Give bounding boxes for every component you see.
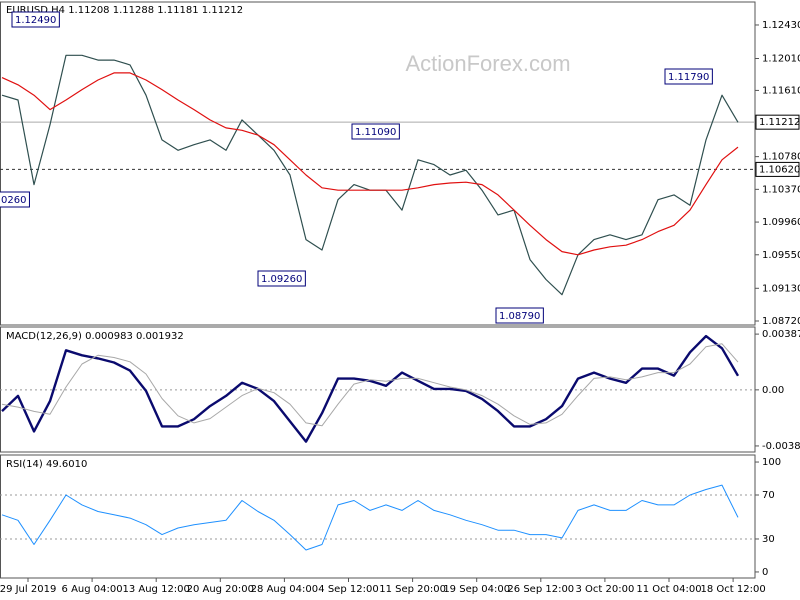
x-tick-label: 6 Aug 04:00 bbox=[62, 584, 123, 595]
price-box bbox=[755, 114, 800, 130]
series-line bbox=[1, 484, 739, 551]
symbol-header: EURUSD,H4 1.11208 1.11288 1.11181 1.1121… bbox=[6, 5, 243, 16]
y-tick-label: 1.10370 bbox=[762, 184, 800, 195]
y-tick-label: 70 bbox=[762, 490, 775, 501]
x-tick-label: 11 Sep 20:00 bbox=[379, 584, 446, 595]
x-tick-label: 13 Aug 12:00 bbox=[122, 584, 189, 595]
series-line bbox=[1, 343, 739, 427]
y-tick-label: 1.10780 bbox=[762, 152, 800, 163]
pane-frame bbox=[0, 454, 756, 579]
x-tick-label: 18 Oct 12:00 bbox=[700, 584, 765, 595]
x-tick-label: 11 Oct 04:00 bbox=[636, 584, 701, 595]
x-tick-label: 4 Sep 12:00 bbox=[318, 584, 378, 595]
x-tick-label: 3 Oct 20:00 bbox=[575, 584, 634, 595]
y-tick-label: 1.12430 bbox=[762, 20, 800, 31]
price-annotation: 1.09260 bbox=[261, 274, 302, 285]
series-line bbox=[1, 334, 740, 443]
watermark: ActionForex.com bbox=[405, 51, 570, 76]
x-tick-label: 20 Aug 20:00 bbox=[187, 584, 254, 595]
price-annotation: 0260 bbox=[1, 195, 26, 206]
series-line bbox=[1, 72, 739, 256]
y-tick-label: 1.08720 bbox=[762, 316, 800, 327]
annotation-box bbox=[11, 11, 60, 28]
x-tick-label: 29 Jul 2019 bbox=[0, 584, 56, 595]
y-tick-label: 1.09550 bbox=[762, 250, 800, 261]
y-tick-label: 1.09960 bbox=[762, 217, 800, 228]
indicator-label: MACD(12,26,9) 0.000983 0.001932 bbox=[6, 331, 184, 342]
y-tick-label: 0 bbox=[762, 567, 768, 578]
annotation-box bbox=[257, 270, 306, 287]
annotation-box bbox=[495, 307, 544, 324]
price-annotation: 1.11790 bbox=[668, 72, 709, 83]
y-tick-label: 30 bbox=[762, 534, 775, 545]
price-box-label: 1.10620 bbox=[759, 164, 800, 175]
price-annotation: 1.12490 bbox=[15, 15, 56, 26]
y-tick-label: 100 bbox=[762, 457, 781, 468]
y-tick-label: 0.003876 bbox=[762, 329, 800, 340]
price-annotation: 1.11090 bbox=[355, 127, 396, 138]
y-tick-label: 1.09130 bbox=[762, 283, 800, 294]
pane-frame bbox=[0, 1, 756, 326]
y-tick-label: 1.12010 bbox=[762, 53, 800, 64]
annotation-box bbox=[0, 191, 30, 208]
y-tick-label: 0.00 bbox=[762, 385, 784, 396]
price-box bbox=[755, 161, 800, 177]
x-tick-label: 28 Aug 04:00 bbox=[251, 584, 318, 595]
price-box-label: 1.11212 bbox=[759, 117, 800, 128]
annotation-box bbox=[351, 123, 400, 140]
indicator-label: RSI(14) 49.6010 bbox=[6, 459, 87, 470]
y-tick-label: -0.003899 bbox=[762, 441, 800, 452]
annotation-box bbox=[664, 68, 713, 85]
x-tick-label: 19 Sep 04:00 bbox=[443, 584, 510, 595]
price-annotation: 1.08790 bbox=[499, 311, 540, 322]
x-tick-label: 26 Sep 12:00 bbox=[507, 584, 574, 595]
y-tick-label: 1.11610 bbox=[762, 85, 800, 96]
